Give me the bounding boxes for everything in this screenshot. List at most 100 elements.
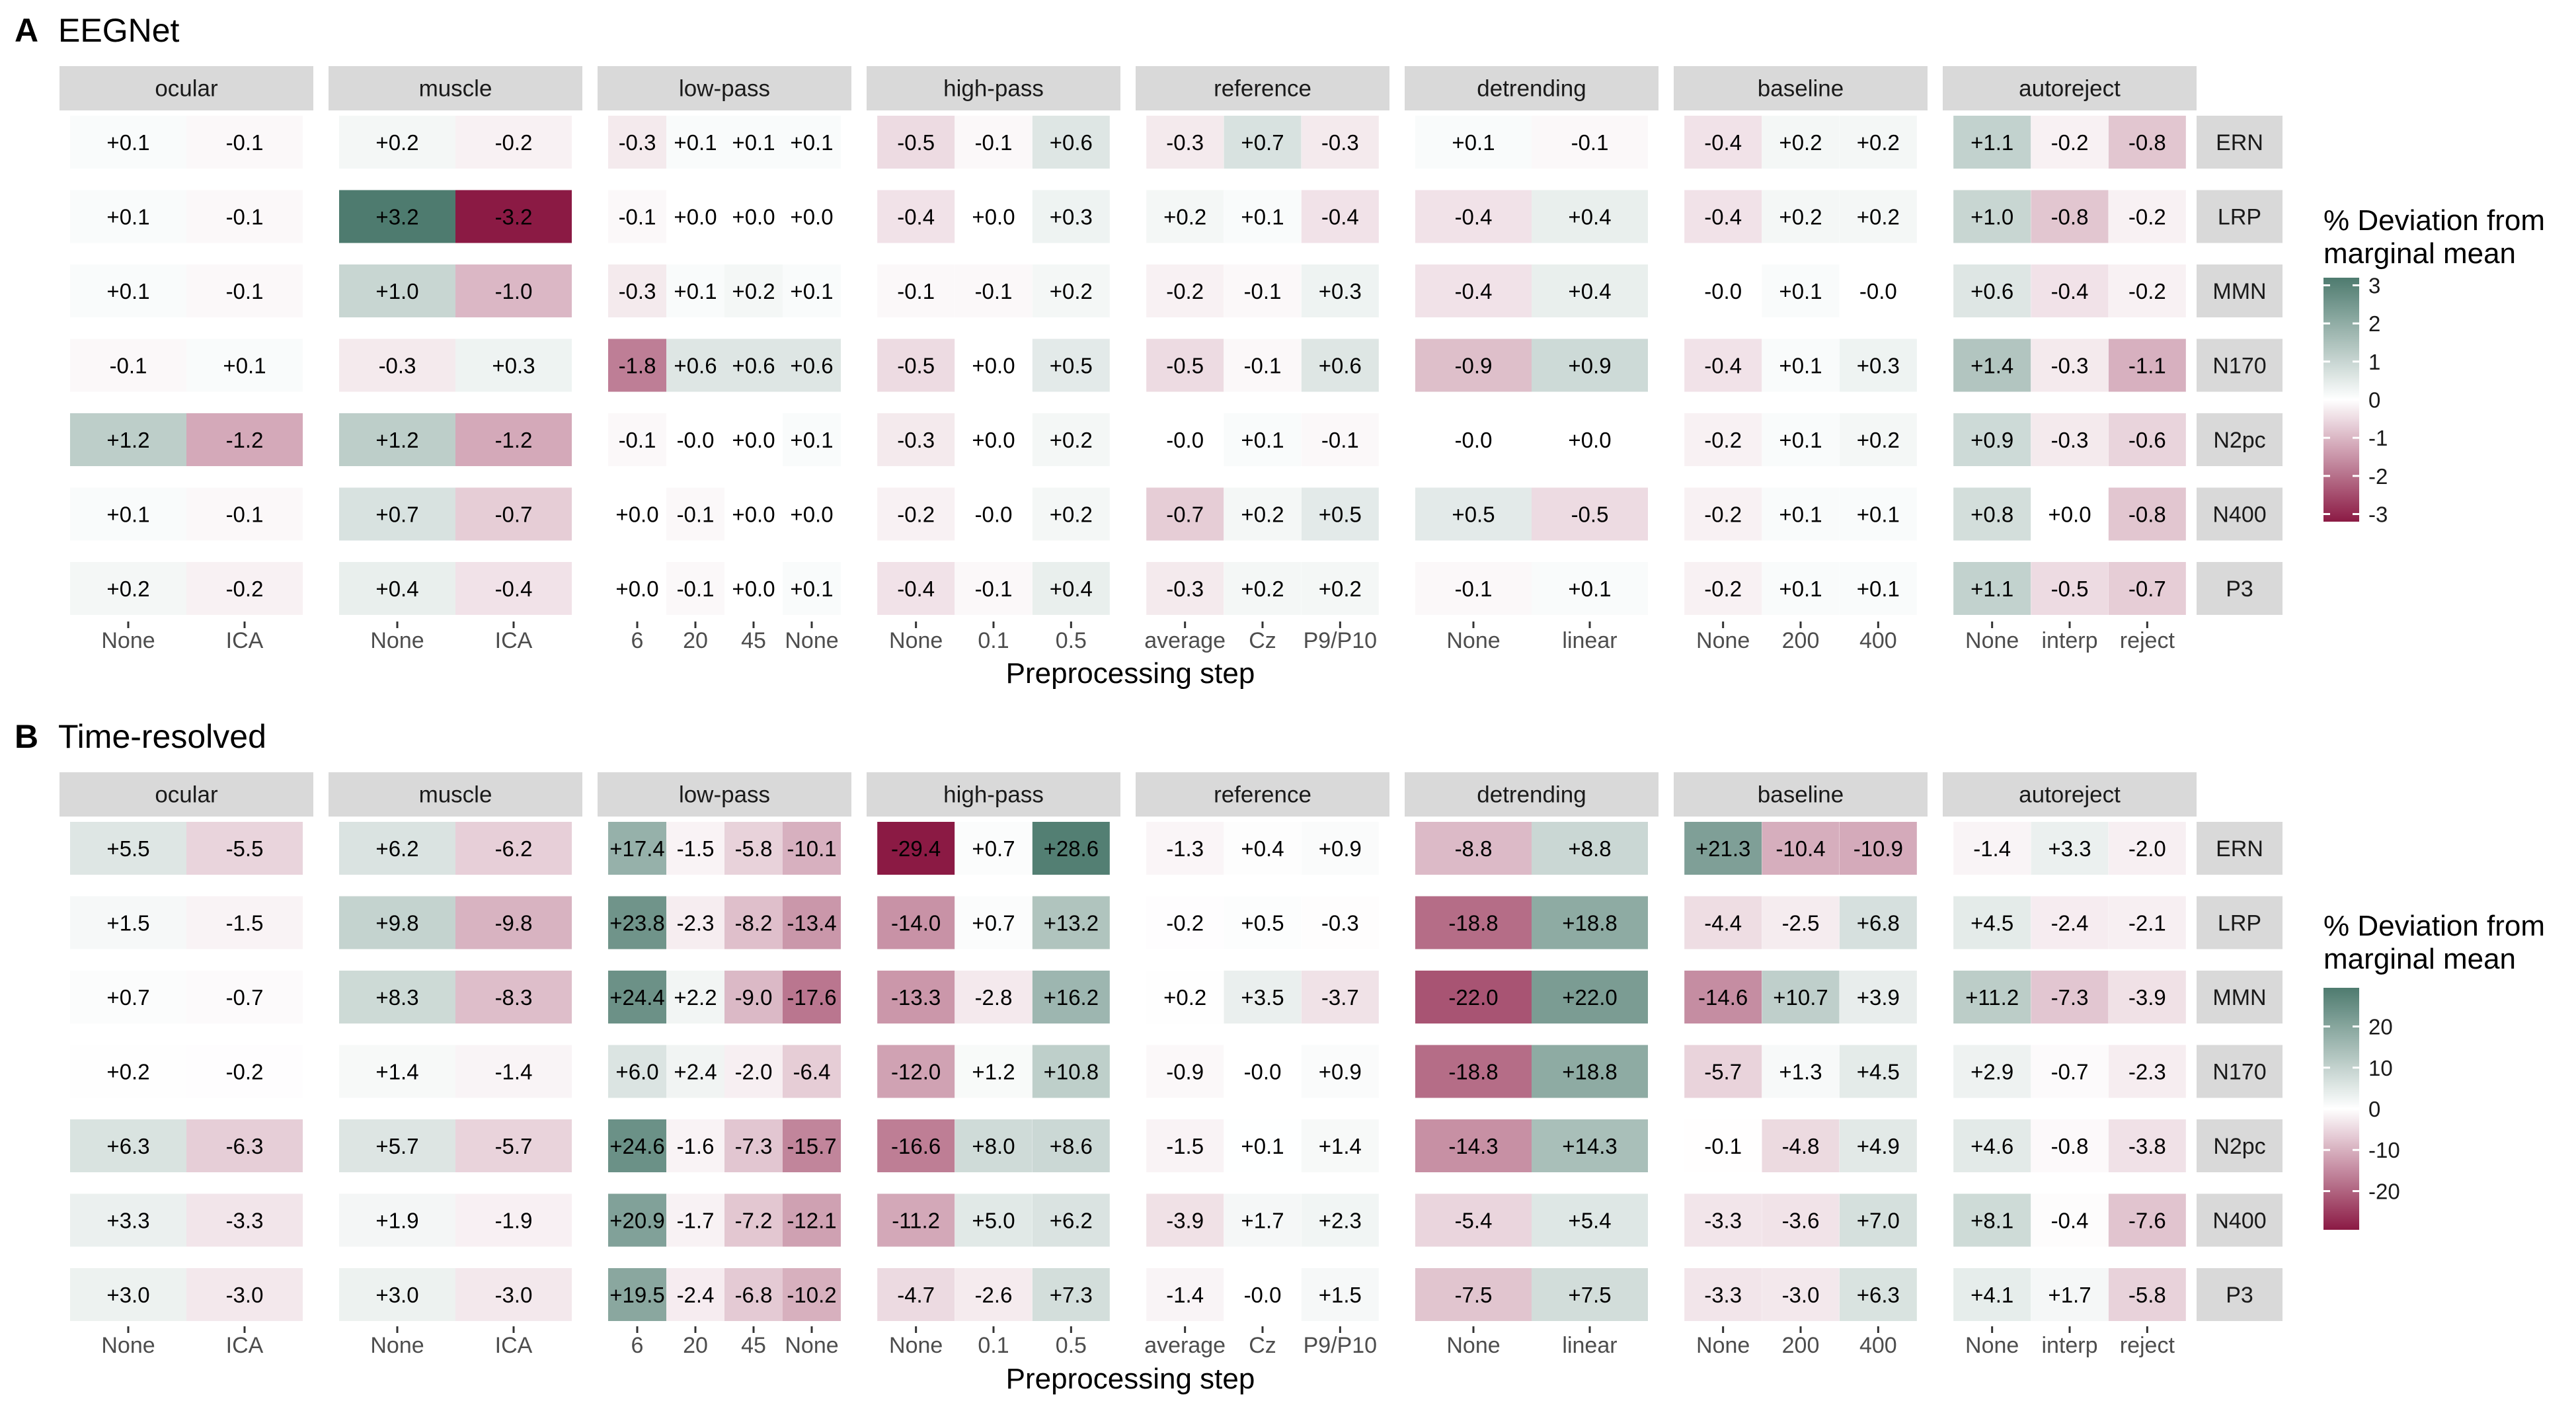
facet-high-pass: high-pass -0.5 -0.4 -0.1 -0.5 -0.3 -0.2 -0.4 Non… — [867, 66, 1120, 653]
heatmap-cell — [1839, 822, 1917, 875]
cell-value-label: +0.0 — [1568, 428, 1611, 452]
cell-value-label: +0.3 — [1319, 279, 1362, 303]
heatmap-cell — [1032, 562, 1110, 615]
cell-value-label: +0.6 — [790, 354, 833, 378]
cell-value-label: +0.3 — [1050, 205, 1093, 229]
x-tick-label: ICA — [495, 628, 533, 653]
row-strip — [2197, 487, 2283, 541]
heatmap-cell — [1953, 339, 2031, 392]
row-label: P3 — [2226, 1283, 2253, 1308]
cell-value-label: +0.0 — [972, 428, 1015, 452]
facet-strip — [329, 66, 582, 110]
cell-value-label: +0.0 — [972, 205, 1015, 229]
cell-value-label: +24.6 — [609, 1134, 665, 1158]
heatmap-cell — [186, 190, 303, 243]
cell-value-label: +0.9 — [1319, 1060, 1362, 1084]
heatmap-cell — [1415, 190, 1532, 243]
cell-value-label: +1.9 — [375, 1209, 418, 1233]
row-strip — [2197, 1193, 2283, 1247]
cell-value-label: +0.6 — [674, 354, 717, 378]
cell-value-label: +0.7 — [375, 502, 418, 527]
heatmap-cell — [955, 264, 1033, 317]
facet-baseline: baseline +21.3 -4.4 -14.6 -5.7 -0.1 -3.3 -3.3 No… — [1674, 772, 1928, 1358]
x-tick-label: None — [785, 1333, 838, 1358]
x-tick-label: reject — [2120, 628, 2175, 653]
heatmap-cell — [666, 116, 724, 169]
x-tick-label: P9/P10 — [1304, 628, 1378, 653]
heatmap-cell — [1762, 971, 1840, 1024]
cell-value-label: -0.1 — [975, 130, 1013, 155]
x-tick-label: None — [101, 1333, 155, 1358]
heatmap-cell — [955, 896, 1033, 949]
heatmap-cell — [70, 1045, 186, 1098]
heatmap-cell — [1146, 822, 1224, 875]
x-tick-label: None — [1696, 628, 1750, 653]
heatmap-cell — [724, 1268, 783, 1321]
cell-value-label: -0.3 — [1321, 130, 1359, 155]
facet-strip-label: high-pass — [943, 782, 1044, 808]
heatmap-cell — [1301, 1119, 1379, 1172]
facet-detrending: detrending +0.1 -0.4 -0.4 -0.9 -0.0 +0.5 -0.1 No… — [1405, 66, 1659, 653]
cell-value-label: -7.3 — [735, 1134, 773, 1158]
x-tick-label: None — [1446, 1333, 1500, 1358]
heatmap-cell — [955, 339, 1033, 392]
heatmap-cell — [1224, 1193, 1302, 1247]
cell-value-label: -3.3 — [226, 1209, 264, 1233]
row-label: ERN — [2216, 836, 2263, 862]
heatmap-cell — [877, 339, 955, 392]
cell-value-label: -0.5 — [2051, 577, 2089, 601]
row-label: MMN — [2212, 985, 2266, 1010]
cell-value-label: +22.0 — [1562, 985, 1618, 1010]
cell-value-label: +3.0 — [375, 1283, 418, 1307]
heatmap-cell — [1532, 116, 1648, 169]
heatmap-cell — [339, 1119, 455, 1172]
heatmap-cell — [2031, 562, 2109, 615]
cell-value-label: -12.1 — [787, 1209, 836, 1233]
cell-value-label: +9.8 — [375, 911, 418, 936]
cell-value-label: +10.7 — [1773, 985, 1828, 1010]
cell-value-label: +3.2 — [375, 205, 418, 229]
cell-value-label: -0.1 — [619, 205, 656, 229]
facet-strip — [1943, 772, 2197, 817]
heatmap-cell — [1684, 116, 1762, 169]
heatmap-cell — [339, 190, 455, 243]
row-strip — [2197, 339, 2283, 392]
heatmap-cell — [783, 896, 841, 949]
facet-reference: reference -0.3 +0.2 -0.2 -0.5 -0.0 -0.7 -0.3 ave… — [1136, 66, 1389, 653]
heatmap-cell — [666, 1193, 724, 1247]
heatmap-cell — [70, 1193, 186, 1247]
cell-value-label: +18.8 — [1562, 911, 1618, 936]
cell-value-label: -2.1 — [2128, 911, 2166, 936]
heatmap-cell — [1301, 971, 1379, 1024]
cell-value-label: +7.3 — [1050, 1283, 1093, 1307]
cell-value-label: -3.8 — [2128, 1134, 2166, 1158]
heatmap-cell — [1032, 1193, 1110, 1247]
cell-value-label: -14.3 — [1448, 1134, 1498, 1158]
heatmap-cell — [1301, 562, 1379, 615]
heatmap-cell — [724, 562, 783, 615]
cell-value-label: +0.2 — [1163, 205, 1206, 229]
row-strip — [2197, 896, 2283, 949]
heatmap-cell — [1032, 1268, 1110, 1321]
cell-value-label: +0.1 — [790, 577, 833, 601]
cell-value-label: +0.4 — [375, 577, 418, 601]
heatmap-cell — [2108, 896, 2186, 949]
heatmap-cell — [608, 896, 666, 949]
heatmap-cell — [1684, 971, 1762, 1024]
legend-tick-label: -1 — [2368, 426, 2388, 450]
cell-value-label: +5.5 — [106, 836, 149, 861]
heatmap-cell — [1953, 413, 2031, 466]
cell-value-label: -10.2 — [787, 1283, 836, 1307]
heatmap-cell — [455, 562, 572, 615]
cell-value-label: +0.2 — [1779, 130, 1822, 155]
cell-value-label: -0.1 — [677, 502, 715, 527]
cell-value-label: +28.6 — [1044, 836, 1099, 861]
legend-tick-label: 0 — [2368, 388, 2380, 413]
cell-value-label: +0.2 — [1857, 428, 1900, 452]
cell-value-label: +1.2 — [375, 428, 418, 452]
cell-value-label: +1.5 — [106, 911, 149, 936]
heatmap-cell — [455, 971, 572, 1024]
cell-value-label: -0.6 — [2128, 428, 2166, 452]
cell-value-label: -1.9 — [495, 1209, 533, 1233]
cell-value-label: -0.1 — [1244, 354, 1282, 378]
